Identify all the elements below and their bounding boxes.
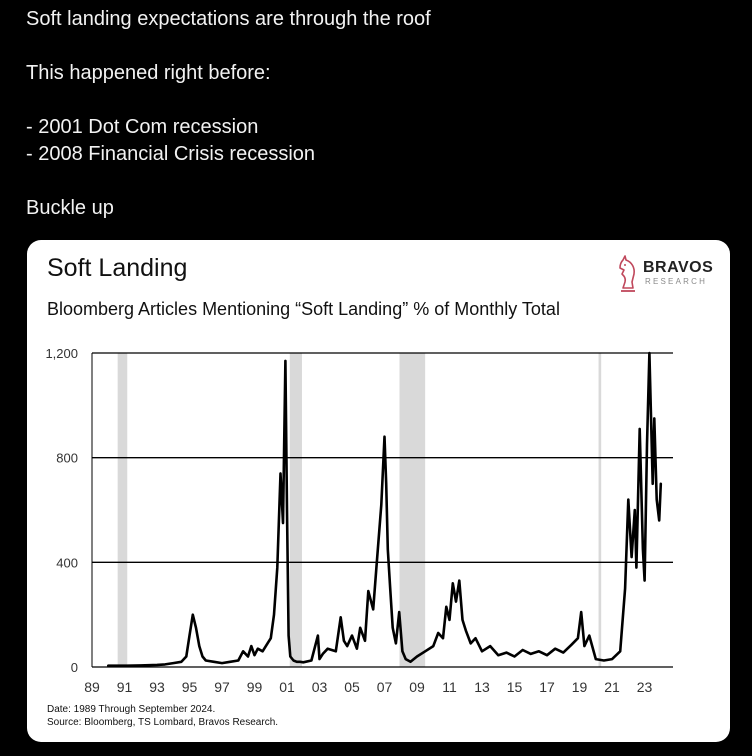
x-tick-label: 03 bbox=[312, 679, 328, 695]
chart-plot: 0 400 800 1,200 89 91 93 95 97 99 01 03 05 07 09 11 13 15… bbox=[45, 346, 673, 695]
post-text: Soft landing expectations are through th… bbox=[26, 6, 726, 222]
bravos-logo: BRAVOS RESEARCH bbox=[617, 250, 727, 296]
x-tick-label: 05 bbox=[344, 679, 360, 695]
x-tick-label: 15 bbox=[507, 679, 523, 695]
x-tick-label: 07 bbox=[377, 679, 393, 695]
x-tick-label: 89 bbox=[84, 679, 100, 695]
x-tick-label: 17 bbox=[539, 679, 555, 695]
y-tick-label: 800 bbox=[56, 451, 78, 466]
recession-band bbox=[117, 353, 128, 667]
x-tick-label: 01 bbox=[279, 679, 295, 695]
footnote-source: Source: Bloomberg, TS Lombard, Bravos Re… bbox=[47, 717, 279, 728]
x-tick-label: 91 bbox=[117, 679, 133, 695]
post-line: - 2001 Dot Com recession bbox=[26, 116, 259, 138]
x-tick-label: 11 bbox=[442, 679, 457, 695]
recession-band bbox=[598, 353, 602, 667]
post-line: Buckle up bbox=[26, 197, 114, 219]
x-tick-label: 95 bbox=[182, 679, 198, 695]
x-tick-label: 93 bbox=[149, 679, 165, 695]
x-tick-label: 21 bbox=[604, 679, 620, 695]
series-line bbox=[107, 351, 663, 668]
x-tick-label: 13 bbox=[474, 679, 490, 695]
post-line: - 2008 Financial Crisis recession bbox=[26, 143, 316, 165]
y-tick-label: 400 bbox=[56, 555, 78, 570]
logo-sub: RESEARCH bbox=[645, 277, 708, 286]
recession-band bbox=[289, 353, 302, 667]
post-line-blank bbox=[26, 87, 726, 114]
x-tick-label: 97 bbox=[214, 679, 230, 695]
post-line-blank bbox=[26, 33, 726, 60]
post-line: This happened right before: bbox=[26, 62, 271, 84]
chart-subtitle: Bloomberg Articles Mentioning “Soft Land… bbox=[47, 299, 560, 319]
recession-band bbox=[399, 353, 426, 667]
logo-name: BRAVOS bbox=[643, 259, 714, 276]
post-line: Soft landing expectations are through th… bbox=[26, 8, 431, 30]
x-tick-label: 23 bbox=[637, 679, 653, 695]
chess-knight-icon bbox=[619, 255, 635, 292]
footnote-date: Date: 1989 Through September 2024. bbox=[47, 704, 216, 715]
x-tick-label: 19 bbox=[572, 679, 588, 695]
y-tick-label: 0 bbox=[71, 660, 78, 675]
chart-card[interactable]: Soft Landing Bloomberg Articles Mentioni… bbox=[27, 240, 730, 742]
post-line-blank bbox=[26, 168, 726, 195]
chart-title: Soft Landing bbox=[47, 254, 188, 282]
y-tick-label: 1,200 bbox=[45, 346, 78, 361]
x-tick-label: 09 bbox=[409, 679, 425, 695]
x-tick-label: 99 bbox=[247, 679, 263, 695]
